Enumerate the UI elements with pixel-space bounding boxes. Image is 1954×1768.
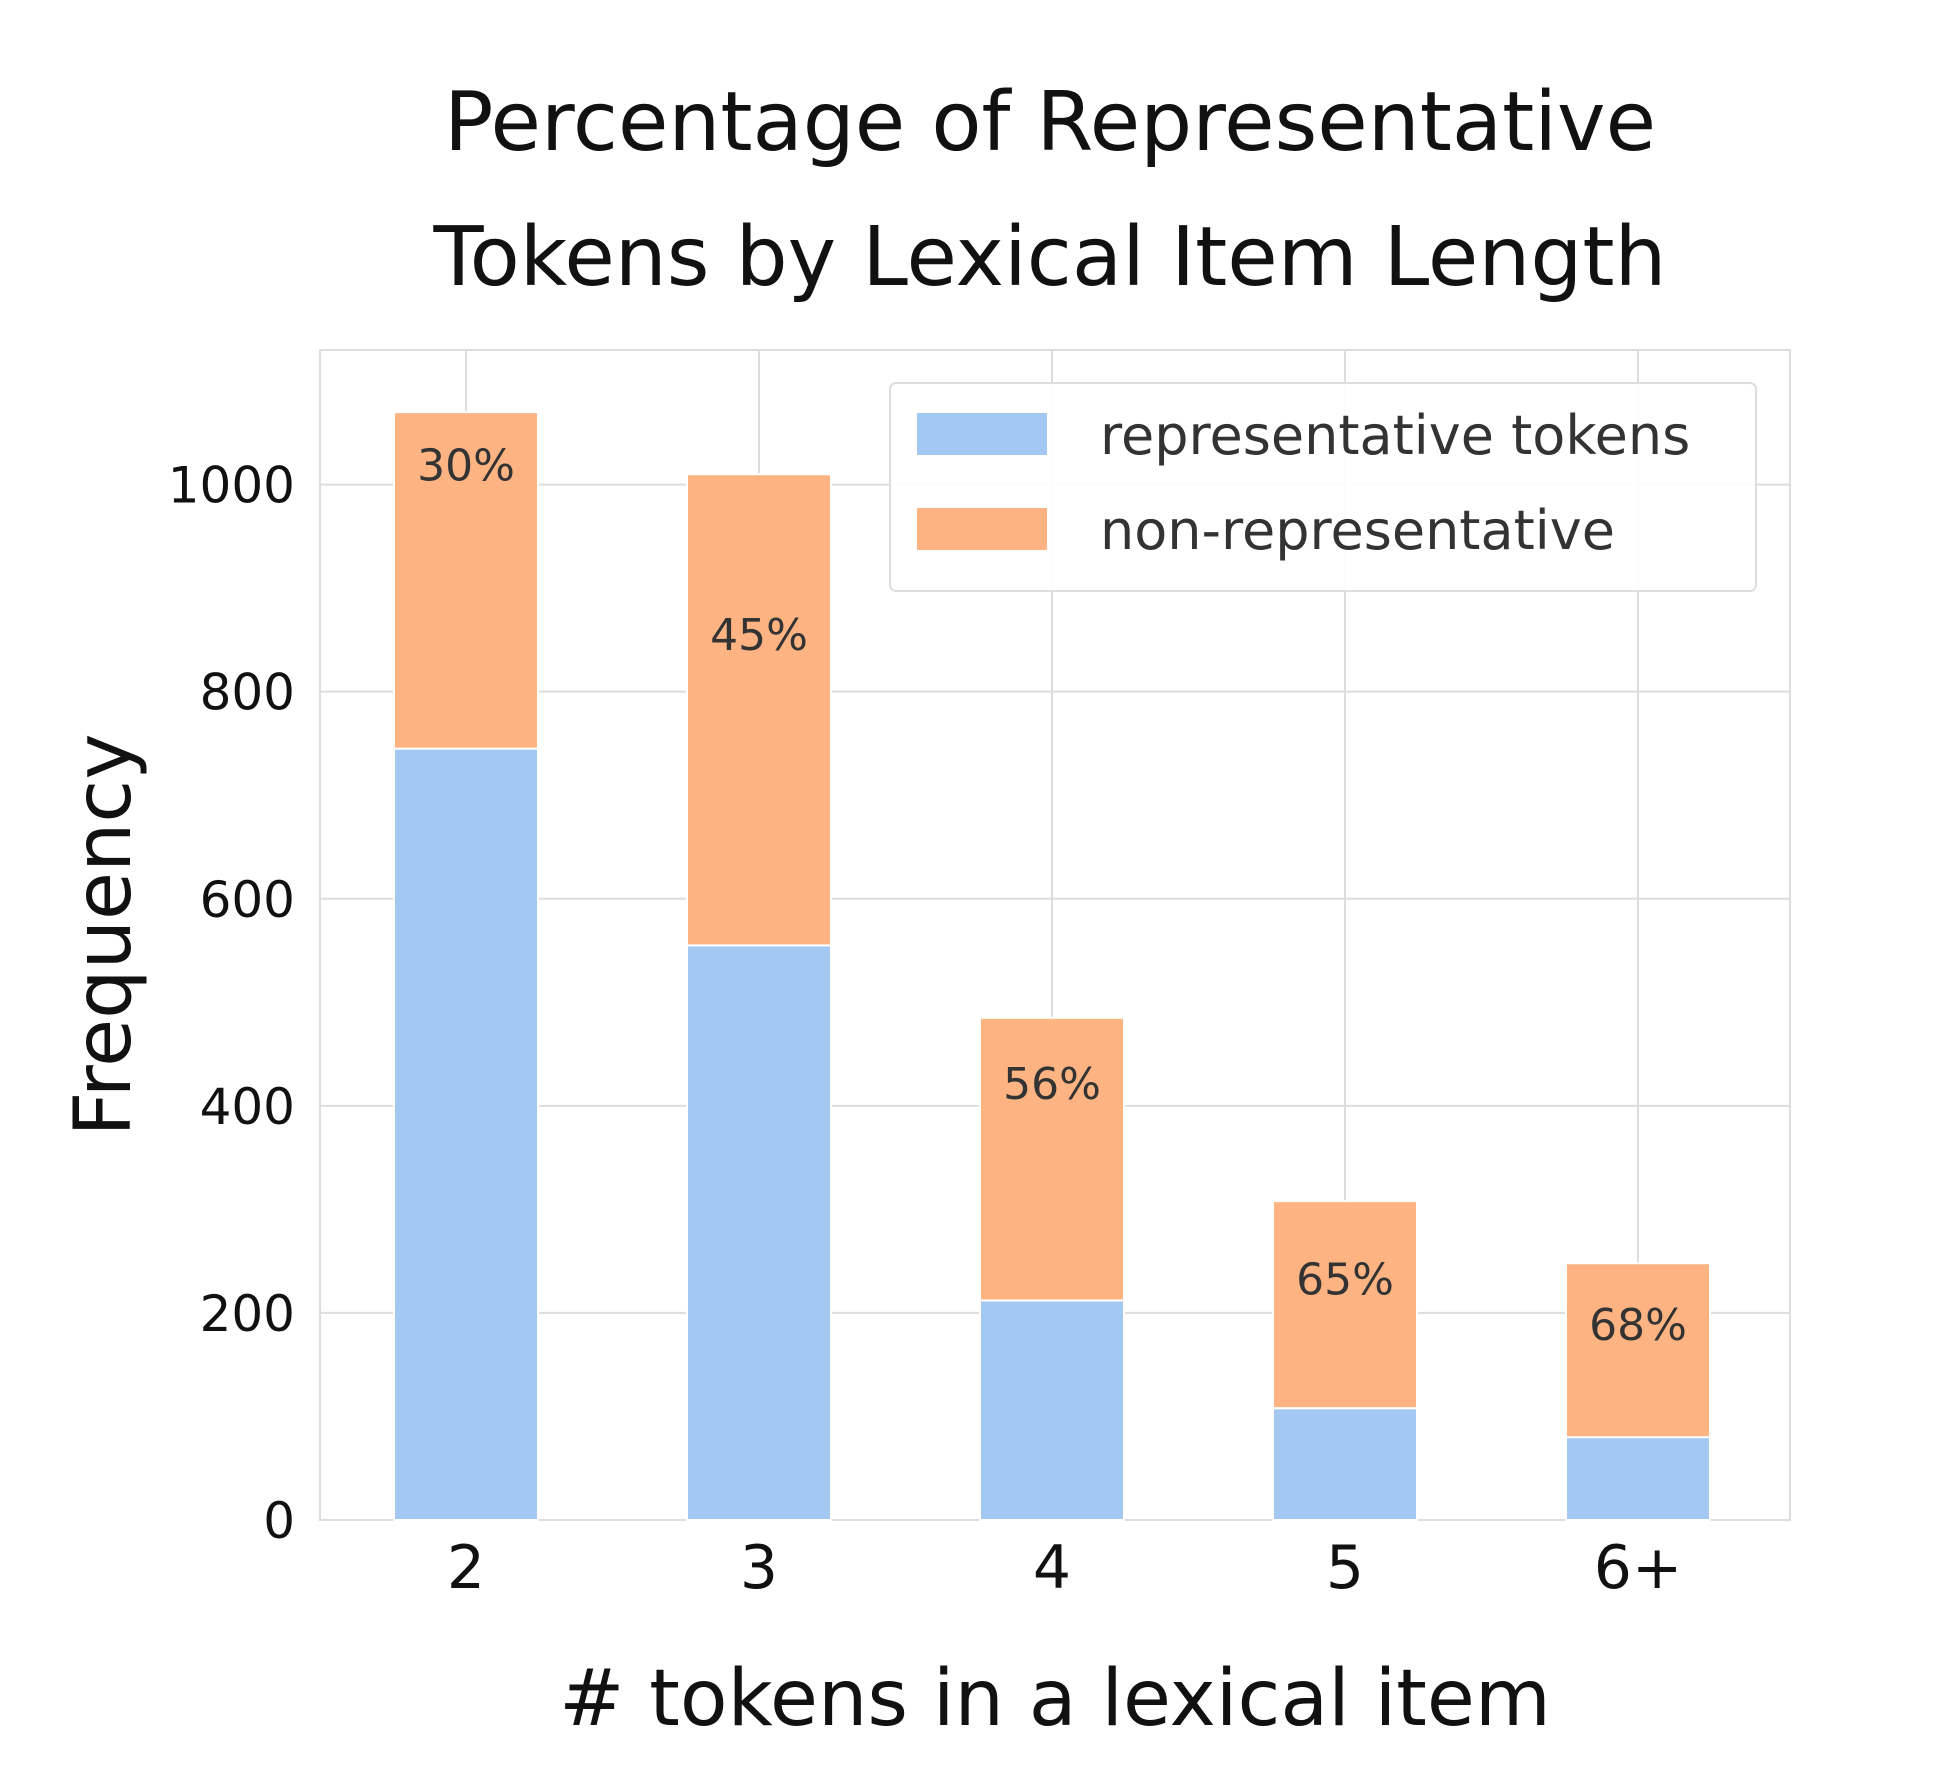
- bar-non-representative: [686, 473, 832, 947]
- bar-data-label: 65%: [1296, 1255, 1394, 1306]
- ticks-layer: 0 200 400 600 800 1000 2 3 4 5 6+: [168, 457, 1682, 1603]
- bars-layer: [393, 411, 1711, 1522]
- bar-non-representative: [1272, 1200, 1418, 1410]
- x-tick-label: 6+: [1594, 1533, 1682, 1603]
- bar-representative: [1272, 1407, 1418, 1522]
- legend-label-non-representative: non-representative: [1100, 499, 1615, 562]
- x-tick-label: 2: [447, 1533, 485, 1603]
- bar-non-representative: [979, 1016, 1125, 1302]
- bar-data-label: 45%: [710, 610, 808, 661]
- bar-non-representative: [393, 411, 539, 750]
- y-tick-label: 1000: [168, 457, 295, 515]
- data-labels-layer: 30% 45% 56% 65% 68%: [417, 440, 1687, 1351]
- bar-representative: [686, 944, 832, 1521]
- x-tick-label: 4: [1033, 1533, 1071, 1603]
- bar-non-representative: [1565, 1262, 1711, 1439]
- legend: representative tokens non-representative: [889, 382, 1757, 592]
- legend-swatch-representative: [917, 413, 1047, 455]
- y-tick-label: 0: [263, 1492, 295, 1550]
- bar-data-label: 56%: [1003, 1059, 1101, 1110]
- legend-swatch-non-representative: [917, 508, 1047, 550]
- y-tick-label: 600: [200, 871, 295, 929]
- y-tick-label: 200: [200, 1285, 295, 1343]
- bar-data-label: 30%: [417, 440, 515, 491]
- x-tick-label: 5: [1326, 1533, 1364, 1603]
- legend-label-representative: representative tokens: [1100, 404, 1690, 467]
- bar-representative: [979, 1299, 1125, 1522]
- y-tick-label: 400: [200, 1078, 295, 1136]
- x-axis-label: # tokens in a lexical item: [559, 1654, 1551, 1744]
- legend-box: [889, 382, 1757, 592]
- chart-title-line-1: Percentage of Representative: [444, 75, 1656, 170]
- y-tick-label: 800: [200, 664, 295, 722]
- bar-representative: [1565, 1436, 1711, 1521]
- bar-representative: [393, 747, 539, 1521]
- y-axis-label: Frequency: [59, 734, 149, 1137]
- chart-title-line-2: Tokens by Lexical Item Length: [432, 210, 1666, 305]
- bar-data-label: 68%: [1589, 1300, 1687, 1351]
- x-tick-label: 3: [740, 1533, 778, 1603]
